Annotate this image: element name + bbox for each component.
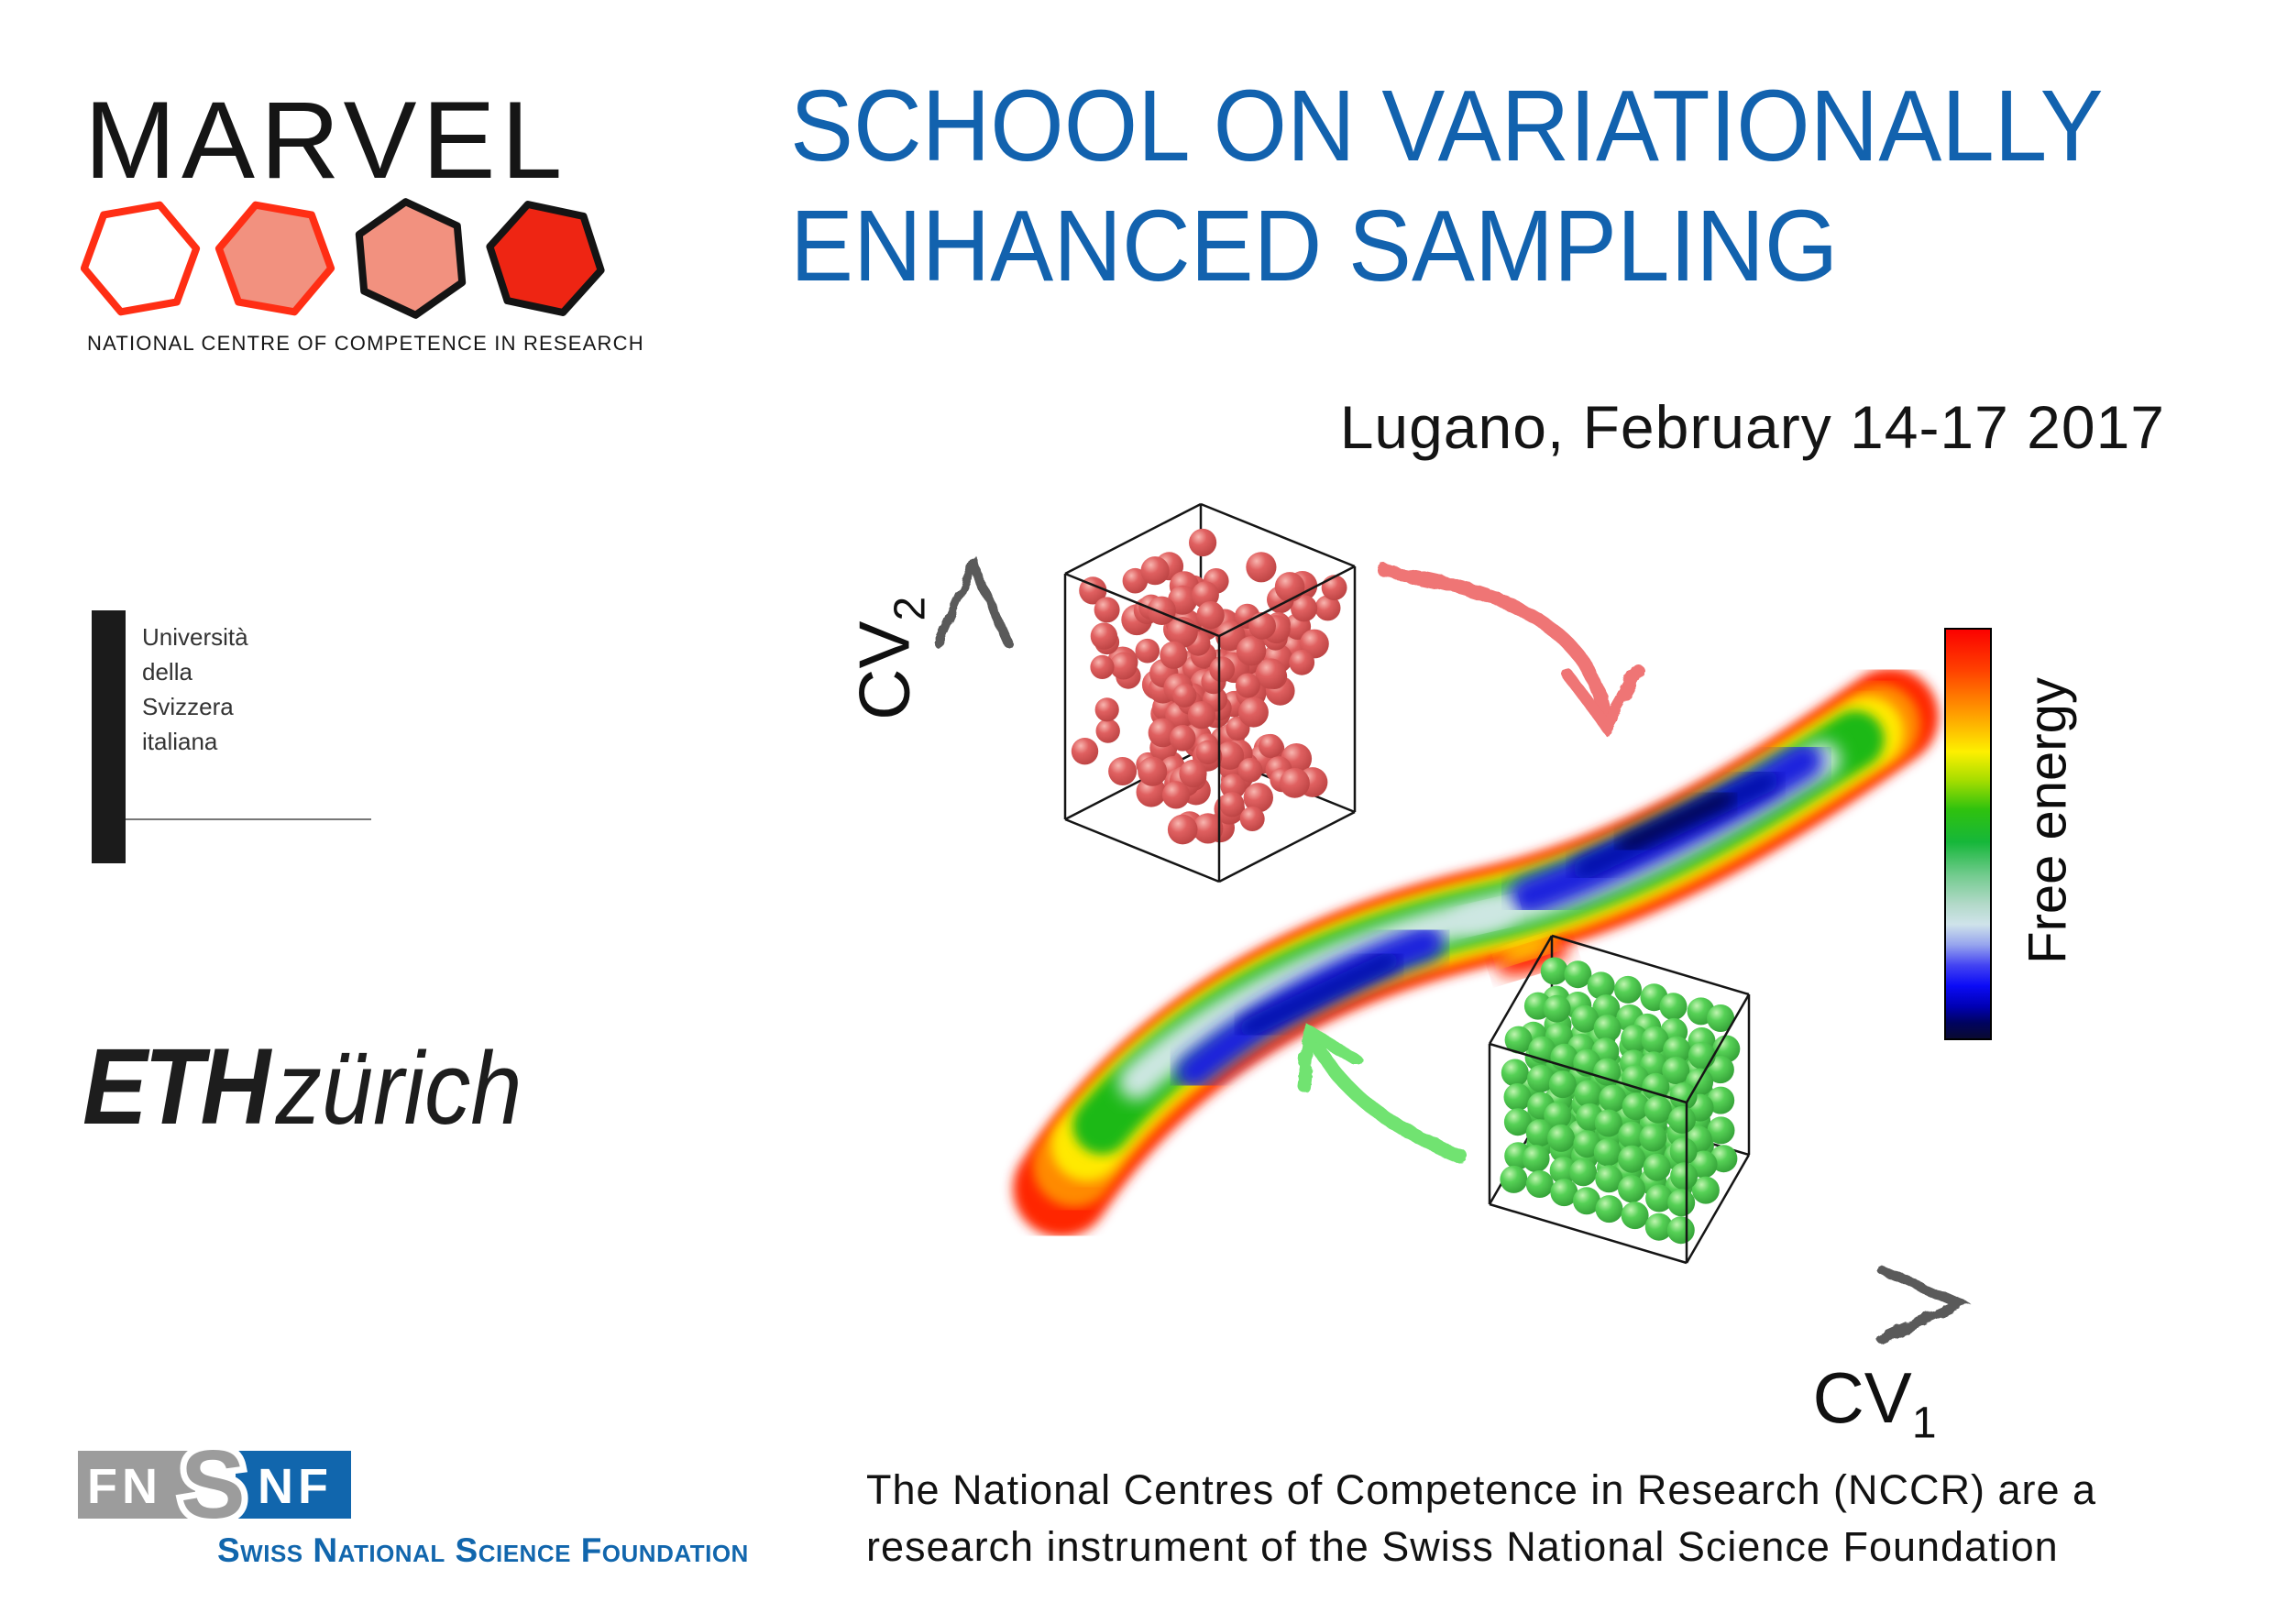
snsf-snf-letters: NF [258, 1459, 333, 1514]
usi-line: italiana [142, 728, 218, 755]
y-axis-arrowhead-icon [934, 553, 1013, 648]
poster-title-line2: ENHANCED SAMPLING [790, 190, 1839, 302]
poster-title: SCHOOL ON VARIATIONALLY ENHANCED SAMPLIN… [790, 66, 2255, 306]
x-axis-label-base: CV [1812, 1357, 1912, 1438]
event-date-location: Lugano, February 14-17 2017 [1339, 393, 2165, 461]
red-transition-arrow-icon [1379, 565, 1644, 737]
snsf-gray-box [78, 1451, 195, 1519]
snsf-s-letter: S [181, 1431, 246, 1539]
free-energy-colorbar [1944, 628, 1992, 1040]
disordered-state-cube [1063, 502, 1357, 883]
usi-logo-rule [126, 818, 371, 820]
y-axis-label-base: CV [843, 620, 925, 720]
snsf-fns-letters: FN [87, 1459, 162, 1514]
marvel-wordmark: MARVEL [84, 79, 568, 202]
usi-line: della [142, 658, 192, 686]
marvel-hexagon-icon [355, 198, 467, 319]
ordered-state-cube [1488, 934, 1751, 1265]
marvel-tagline: NATIONAL CENTRE OF COMPETENCE IN RESEARC… [87, 332, 644, 355]
poster-title-line1: SCHOOL ON VARIATIONALLY [790, 70, 2104, 182]
x-axis-arrowhead-icon [1876, 1265, 1972, 1344]
usi-line: Università [142, 623, 248, 651]
usi-logo-bar [92, 610, 126, 863]
snsf-logo: FN NF S S Swiss National Science Foundat… [78, 1430, 903, 1570]
marvel-hexagon-icon [214, 201, 335, 316]
footer-line2: research instrument of the Swiss Nationa… [866, 1523, 2059, 1570]
x-axis-label: CV1 [1778, 1356, 1971, 1449]
footer-line1: The National Centres of Competence in Re… [866, 1466, 2097, 1513]
usi-line: Svizzera [142, 693, 234, 720]
eth-logo-light: zürich [275, 1031, 522, 1146]
marvel-hexagon-icon [81, 201, 201, 316]
snsf-s-outline: S [174, 1430, 252, 1540]
colorbar-label: Free energy [2018, 677, 2078, 964]
saddle-point [1454, 901, 1516, 932]
marvel-hexagon-icon [486, 201, 605, 316]
x-axis-label-sub: 1 [1911, 1399, 1937, 1448]
marvel-hexagons-icon [81, 198, 605, 319]
free-energy-surface [1013, 668, 1939, 1237]
snsf-blue-box [236, 1451, 351, 1519]
eth-logo: ETHzürich [82, 1025, 522, 1149]
y-axis-label-sub: 2 [885, 596, 935, 621]
usi-logo-text: Università della Svizzera italiana [142, 620, 248, 759]
snsf-caption: Swiss National Science Foundation [217, 1531, 749, 1569]
eth-logo-strong: ETH [82, 1026, 270, 1147]
nccr-footer-text: The National Centres of Competence in Re… [866, 1462, 2096, 1575]
y-axis-label: CV2 [843, 555, 936, 761]
green-transition-arrow-icon [1297, 1022, 1468, 1164]
axes [934, 553, 1972, 1344]
